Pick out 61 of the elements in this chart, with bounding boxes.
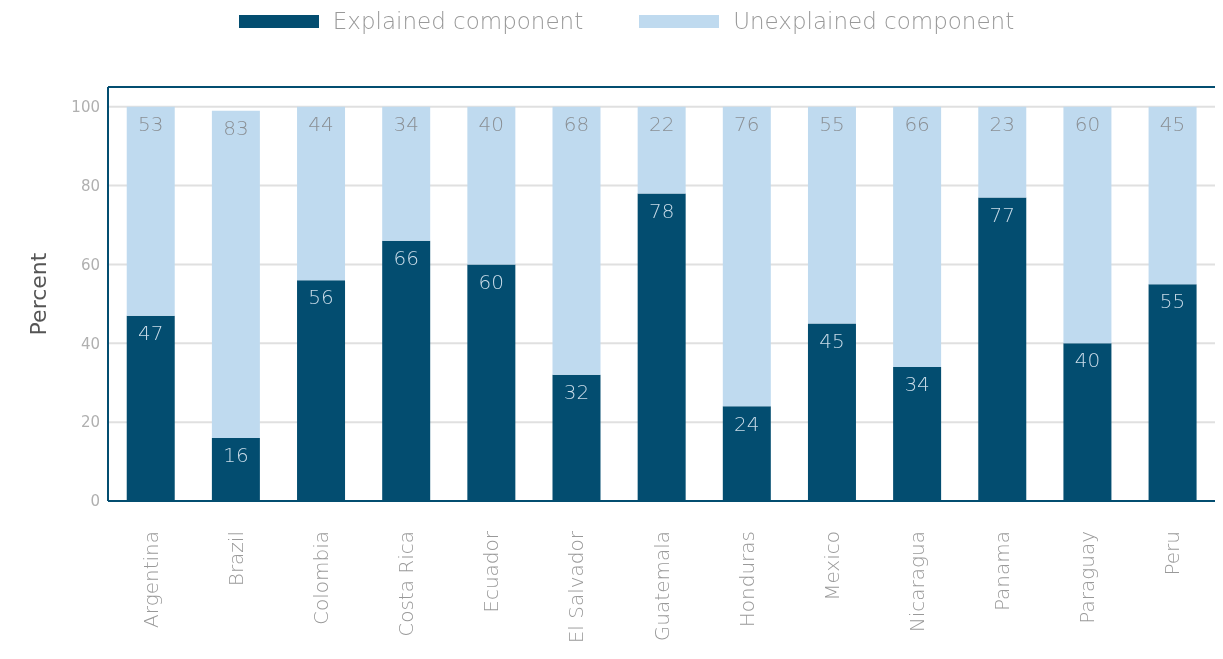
x-tick-label: Mexico [819, 531, 844, 601]
y-tick-label: 0 [90, 492, 100, 511]
x-tick-label: Costa Rica [394, 531, 419, 637]
data-label: 77 [989, 202, 1015, 227]
y-tick-label: 60 [80, 255, 100, 274]
data-label: 44 [308, 111, 334, 136]
y-axis-title: Percent [25, 252, 51, 336]
bar [1063, 106, 1112, 344]
bar [807, 106, 856, 324]
data-label: 34 [904, 372, 930, 397]
data-label: 78 [648, 198, 675, 223]
bar [1148, 106, 1197, 285]
y-tick-label: 100 [71, 98, 100, 117]
legend-label: Explained component [332, 8, 584, 34]
bar [467, 106, 516, 265]
y-tick-label: 40 [80, 334, 100, 353]
data-label: 45 [819, 328, 845, 353]
y-tick-label: 80 [80, 176, 100, 195]
x-tick-label: Paraguay [1075, 531, 1100, 624]
data-label: 47 [138, 320, 164, 345]
bar [211, 110, 260, 438]
x-tick-label: Peru [1160, 531, 1185, 576]
x-tick-label: Panama [990, 531, 1015, 612]
data-label: 55 [1159, 289, 1186, 314]
data-label: 23 [989, 111, 1015, 136]
x-tick-label: Argentina [138, 531, 163, 628]
bar [637, 106, 686, 194]
bar [126, 106, 175, 316]
x-tick-label: Guatemala [649, 531, 674, 642]
data-label: 45 [1159, 111, 1186, 136]
bar [722, 106, 771, 407]
data-label: 76 [734, 111, 760, 136]
x-tick-label: Brazil [223, 531, 248, 587]
legend-label: Unexplained component [733, 8, 1015, 34]
data-label: 68 [563, 111, 590, 136]
bar [552, 106, 601, 375]
data-label: 22 [648, 111, 675, 136]
x-tick-label: Ecuador [479, 530, 504, 613]
bar [978, 106, 1027, 198]
data-label: 60 [1074, 111, 1101, 136]
data-label: 55 [819, 111, 845, 136]
bar [893, 106, 942, 367]
data-label: 66 [393, 245, 419, 270]
data-label: 24 [734, 411, 760, 436]
data-label: 83 [223, 115, 249, 140]
data-label: 53 [138, 111, 164, 136]
x-tick-label: Honduras [734, 531, 759, 628]
data-label: 40 [1074, 348, 1101, 373]
x-tick-label: Nicaragua [904, 531, 929, 633]
data-label: 40 [478, 111, 505, 136]
y-tick-label: 20 [80, 413, 100, 432]
bar [297, 106, 346, 281]
data-label: 34 [393, 111, 419, 136]
data-label: 60 [478, 269, 505, 294]
x-tick-label: El Salvador [564, 530, 589, 644]
data-label: 16 [223, 443, 249, 468]
bar [382, 106, 431, 241]
x-tick-label: Colombia [308, 531, 333, 625]
data-label: 66 [904, 111, 930, 136]
data-label: 56 [308, 285, 334, 310]
data-label: 32 [563, 380, 590, 405]
